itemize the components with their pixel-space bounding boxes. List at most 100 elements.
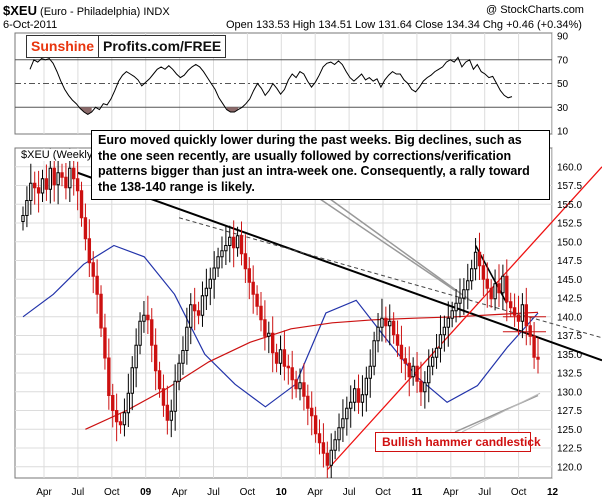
candle-body <box>150 319 154 346</box>
candle-body <box>321 442 326 454</box>
candle-body <box>111 395 115 411</box>
x-tick-label: 11 <box>412 487 423 498</box>
candle-body <box>68 167 72 189</box>
candle-body <box>380 317 384 328</box>
candle-body <box>212 267 216 280</box>
candle-body <box>466 280 470 291</box>
candle-body <box>493 283 497 300</box>
candle-body <box>298 382 302 390</box>
candle-body <box>395 334 400 346</box>
candle-body <box>142 314 146 322</box>
candle-body <box>489 287 493 300</box>
y-tick-label: 157.5 <box>557 181 582 192</box>
candle-body <box>419 380 423 393</box>
candle-body <box>302 382 306 397</box>
rsi-tick-label: 90 <box>557 32 569 43</box>
candle-body <box>325 452 330 466</box>
candle-body <box>29 182 33 201</box>
candle-body <box>165 404 170 421</box>
candle-body <box>477 251 482 267</box>
candle-body <box>25 200 29 216</box>
candle-body <box>290 367 294 381</box>
price-panel-frame <box>14 147 553 479</box>
candle-body <box>251 281 255 295</box>
x-tick-label: 09 <box>140 487 152 498</box>
trend-lines <box>77 166 602 471</box>
x-tick-label: 10 <box>276 487 288 498</box>
candle-body <box>243 253 248 270</box>
candle-body <box>138 320 142 346</box>
candlestick-series <box>21 148 540 478</box>
candle-body <box>122 412 127 426</box>
candle-body <box>434 347 439 358</box>
candle-body <box>204 287 209 297</box>
candle-body <box>520 304 525 322</box>
candle-body <box>126 392 131 414</box>
candle-body <box>216 256 220 269</box>
y-tick-label: 142.5 <box>557 294 582 305</box>
hammer-pointer <box>461 392 541 433</box>
candle-body <box>407 362 411 378</box>
candle-body <box>306 395 310 409</box>
candle-body <box>333 439 337 451</box>
candle-body <box>376 326 380 342</box>
callout-pointer <box>319 198 456 292</box>
candle-body <box>40 178 45 194</box>
y-tick-label: 150.0 <box>557 237 582 248</box>
y-tick-label: 125.0 <box>557 425 582 436</box>
rsi-tick-label: 30 <box>557 103 569 114</box>
rsi-oversold-fill <box>226 107 239 112</box>
symbol: $XEU <box>3 3 37 18</box>
ma-long <box>85 311 539 430</box>
candle-body <box>271 332 275 354</box>
y-tick-label: 137.5 <box>557 331 582 342</box>
date-label: 6-Oct-2011 <box>3 19 58 31</box>
candle-body <box>220 250 224 258</box>
rsi-line <box>29 56 513 115</box>
candle-body <box>388 320 392 327</box>
x-tick-label: Oct <box>511 487 527 498</box>
candle-body <box>368 365 372 379</box>
candle-body <box>430 356 435 367</box>
commentary-box: Euro moved quickly lower during the past… <box>91 130 550 200</box>
candle-body <box>200 295 205 316</box>
axes-labels: Apr Jul Oct 09 Apr Jul Oct 10 Apr Jul Oct 11 Apr Jul O… <box>36 32 582 499</box>
candle-body <box>161 388 166 406</box>
y-tick-label: 147.5 <box>557 256 582 267</box>
candle-body <box>231 236 236 249</box>
candle-body <box>169 410 173 421</box>
candle-body <box>177 362 181 382</box>
brand-logo: Sunshine Profits.com/FREE <box>26 35 227 58</box>
candle-body <box>196 310 201 316</box>
candle-body <box>446 317 450 328</box>
x-tick-label: Apr <box>172 487 188 498</box>
candle-body <box>79 190 84 219</box>
x-tick-label: Oct <box>240 487 256 498</box>
candle-body <box>239 235 244 255</box>
candle-body <box>458 297 462 304</box>
y-tick-label: 140.0 <box>557 312 582 323</box>
candle-body <box>64 176 68 189</box>
candle-body <box>56 172 60 186</box>
y-tick-label: 122.5 <box>557 444 582 455</box>
dashed-trendline <box>178 217 602 339</box>
candle-body <box>329 449 333 466</box>
up-trendline <box>326 166 602 471</box>
candle-body <box>185 326 189 351</box>
candle-body <box>44 178 49 190</box>
candle-body <box>146 314 150 321</box>
x-tick-label: Apr <box>307 487 323 498</box>
candle-body <box>352 388 357 403</box>
hammer-callout: Bullish hammer candlestick <box>375 432 541 452</box>
candle-body <box>21 215 25 222</box>
y-tick-label: 135.0 <box>557 350 582 361</box>
candle-body <box>52 167 56 186</box>
source-credit: @ StockCharts.com <box>486 4 584 16</box>
candle-body <box>173 380 177 412</box>
x-tick-label: Oct <box>104 487 120 498</box>
candle-body <box>345 407 349 420</box>
candle-body <box>259 305 263 321</box>
candle-body <box>181 350 185 364</box>
candle-body <box>536 356 540 360</box>
